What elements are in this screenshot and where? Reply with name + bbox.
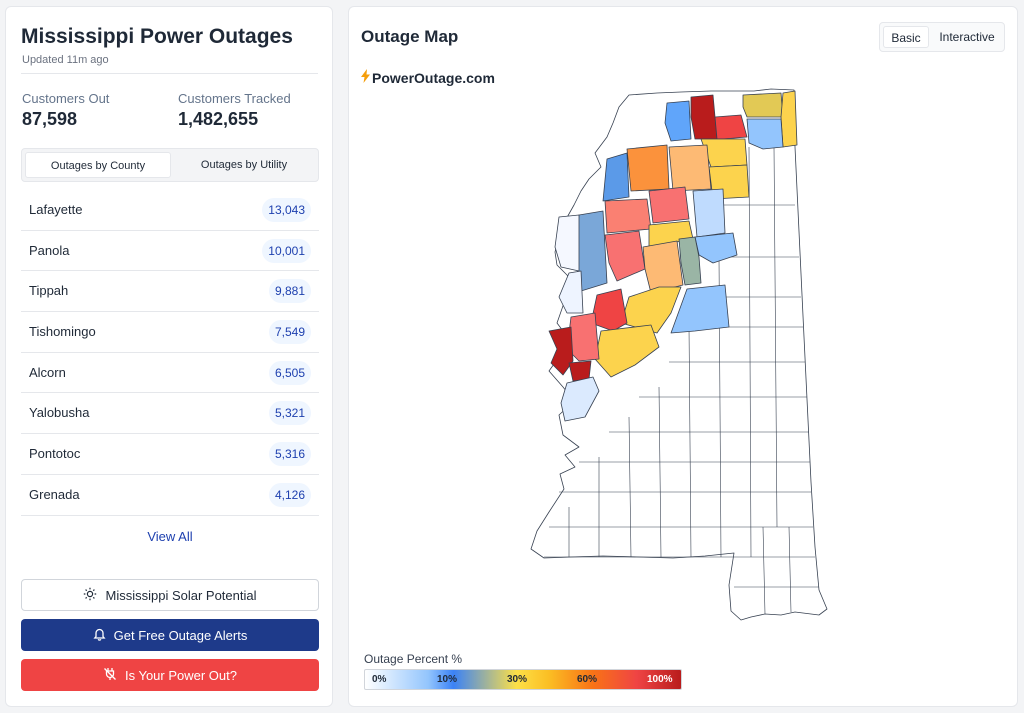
county-region — [742, 92, 784, 118]
outage-count-badge: 5,316 — [268, 442, 311, 467]
is-power-out-label: Is Your Power Out? — [124, 667, 237, 683]
county-region — [648, 186, 690, 224]
county-row-panola[interactable]: Panola 10,001 — [21, 231, 319, 272]
county-region — [548, 326, 574, 376]
bell-icon — [93, 627, 106, 644]
customers-out-value: 87,598 — [22, 109, 78, 129]
county-region — [670, 284, 730, 334]
county-name: Yalobusha — [29, 405, 90, 421]
county-row-tishomingo[interactable]: Tishomingo 7,549 — [21, 312, 319, 353]
outage-count-badge: 4,126 — [268, 482, 311, 507]
page-title: Mississippi Power Outages — [21, 25, 293, 48]
outage-count-badge: 13,043 — [262, 198, 311, 222]
county-region — [604, 198, 652, 234]
county-region — [560, 376, 600, 422]
legend-tick: 100% — [647, 674, 673, 685]
legend-tick: 30% — [507, 674, 528, 685]
view-basic-button[interactable]: Basic — [883, 26, 929, 48]
county-name: Tippah — [29, 283, 69, 299]
county-region — [780, 90, 798, 148]
legend-tick: 0% — [372, 674, 387, 685]
map-title: Outage Map — [361, 27, 459, 46]
mississippi-county-map[interactable] — [519, 87, 839, 627]
outage-count-badge: 6,505 — [268, 360, 311, 385]
county-row-tippah[interactable]: Tippah 9,881 — [21, 271, 319, 313]
customers-tracked-value: 1,482,655 — [178, 109, 259, 129]
county-name: Panola — [29, 242, 70, 258]
outage-summary-panel: Mississippi Power Outages Updated 11m ag… — [5, 6, 333, 707]
map-view-toggle: Basic Interactive — [879, 22, 1005, 52]
county-region — [678, 236, 702, 286]
county-name: Alcorn — [29, 364, 66, 380]
customers-out-label: Customers Out — [22, 91, 110, 106]
county-name: Pontotoc — [29, 446, 81, 462]
outage-count-badge: 10,001 — [262, 238, 311, 263]
brand-logo: PowerOutage.com — [361, 69, 495, 86]
county-region — [664, 100, 692, 142]
county-region — [642, 240, 684, 294]
outage-map-panel: Outage Map Basic Interactive PowerOutage… — [348, 6, 1018, 707]
outage-count-badge: 9,881 — [268, 279, 311, 304]
county-region — [692, 188, 726, 238]
legend-tick: 60% — [577, 674, 598, 685]
county-region — [554, 214, 580, 272]
county-region — [668, 144, 712, 192]
county-outage-list: Lafayette 13,043 Panola 10,001 Tippah 9,… — [21, 190, 319, 516]
legend-tick: 10% — [437, 674, 458, 685]
tab-outages-by-utility[interactable]: Outages by Utility — [200, 159, 288, 171]
county-region — [604, 230, 646, 282]
solar-potential-label: Mississippi Solar Potential — [105, 587, 257, 603]
is-power-out-button[interactable]: Is Your Power Out? — [21, 659, 319, 691]
county-row-yalobusha[interactable]: Yalobusha 5,321 — [21, 393, 319, 435]
county-name: Lafayette — [29, 202, 83, 217]
outage-alerts-label: Get Free Outage Alerts — [113, 627, 248, 643]
outage-percent-legend: 0% 10% 30% 60% 100% — [364, 669, 682, 690]
legend-title: Outage Percent % — [364, 652, 463, 666]
county-row-alcorn[interactable]: Alcorn 6,505 — [21, 353, 319, 394]
county-region — [602, 152, 630, 202]
brand-name: PowerOutage.com — [372, 69, 495, 86]
tab-outages-by-county[interactable]: Outages by County — [25, 152, 171, 178]
view-all-link[interactable]: View All — [147, 529, 193, 544]
outage-count-badge: 7,549 — [268, 320, 311, 345]
divider — [21, 73, 318, 74]
updated-timestamp: Updated 11m ago — [22, 54, 109, 66]
outage-count-badge: 5,321 — [268, 401, 311, 426]
view-interactive-button[interactable]: Interactive — [939, 30, 995, 44]
lightning-bolt-icon — [361, 69, 370, 86]
solar-potential-button[interactable]: Mississippi Solar Potential — [21, 579, 319, 611]
county-row-pontotoc[interactable]: Pontotoc 5,316 — [21, 434, 319, 475]
plug-off-icon — [103, 667, 117, 684]
sun-icon — [83, 587, 97, 604]
customers-tracked-label: Customers Tracked — [178, 91, 291, 106]
outage-tabs: Outages by County Outages by Utility — [21, 148, 319, 182]
outage-alerts-button[interactable]: Get Free Outage Alerts — [21, 619, 319, 651]
county-row-grenada[interactable]: Grenada 4,126 — [21, 475, 319, 516]
county-region — [714, 114, 748, 140]
county-name: Grenada — [29, 486, 80, 502]
county-region — [690, 94, 718, 140]
county-region — [626, 144, 670, 192]
county-region — [746, 118, 784, 150]
county-row-lafayette[interactable]: Lafayette 13,043 — [21, 190, 319, 231]
county-name: Tishomingo — [29, 324, 96, 340]
